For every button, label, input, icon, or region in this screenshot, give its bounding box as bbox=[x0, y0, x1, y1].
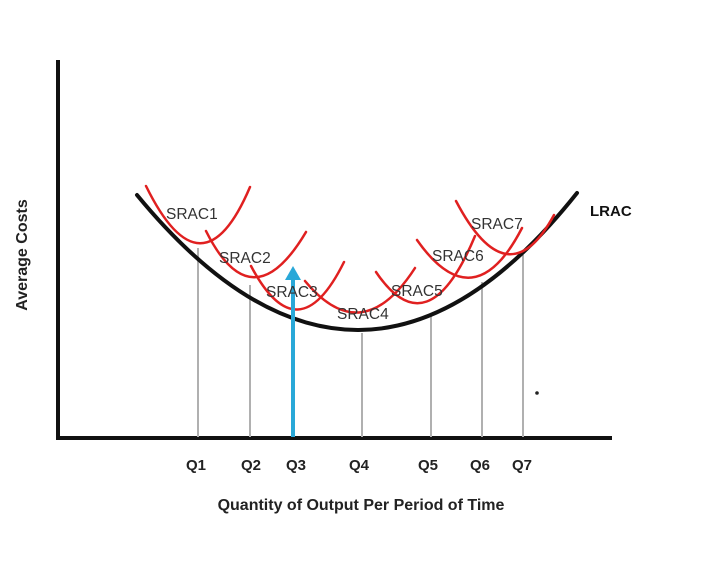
q-label-2: Q2 bbox=[241, 457, 261, 474]
lrac-label: LRAC bbox=[590, 203, 632, 220]
srac-label-1: SRAC1 bbox=[166, 206, 218, 223]
srac-label-7: SRAC7 bbox=[471, 216, 523, 233]
lrac-curve bbox=[135, 191, 579, 332]
y-axis-title: Average Costs bbox=[14, 199, 31, 311]
srac-curve-2 bbox=[204, 229, 308, 279]
srac-label-4: SRAC4 bbox=[337, 306, 389, 323]
output-level-labels: Q1 Q2 Q3 Q4 Q5 Q6 Q7 bbox=[186, 457, 532, 474]
srac-curve-7 bbox=[454, 199, 556, 256]
srac-label-3: SRAC3 bbox=[266, 284, 318, 301]
q-label-3: Q3 bbox=[286, 457, 306, 474]
q-label-1: Q1 bbox=[186, 457, 206, 474]
srac-curve-5 bbox=[374, 234, 477, 305]
srac-label-2: SRAC2 bbox=[219, 250, 271, 267]
q-label-4: Q4 bbox=[349, 457, 370, 474]
srac-curve-1 bbox=[144, 184, 252, 245]
q-label-6: Q6 bbox=[470, 457, 490, 474]
srac-curve-4 bbox=[303, 266, 417, 314]
stray-dot bbox=[535, 391, 539, 395]
srac-label-5: SRAC5 bbox=[391, 283, 443, 300]
srac-label-6: SRAC6 bbox=[432, 248, 484, 265]
q-label-7: Q7 bbox=[512, 457, 532, 474]
highlight-arrow bbox=[285, 266, 301, 437]
srac-curve-6 bbox=[415, 226, 524, 279]
srac-curve-3 bbox=[249, 260, 346, 311]
srac-curves bbox=[144, 184, 556, 314]
srac-labels: SRAC1 SRAC2 SRAC3 SRAC4 SRAC5 SRAC6 SRAC… bbox=[166, 206, 523, 323]
x-axis-title: Quantity of Output Per Period of Time bbox=[218, 497, 505, 514]
q-label-5: Q5 bbox=[418, 457, 438, 474]
